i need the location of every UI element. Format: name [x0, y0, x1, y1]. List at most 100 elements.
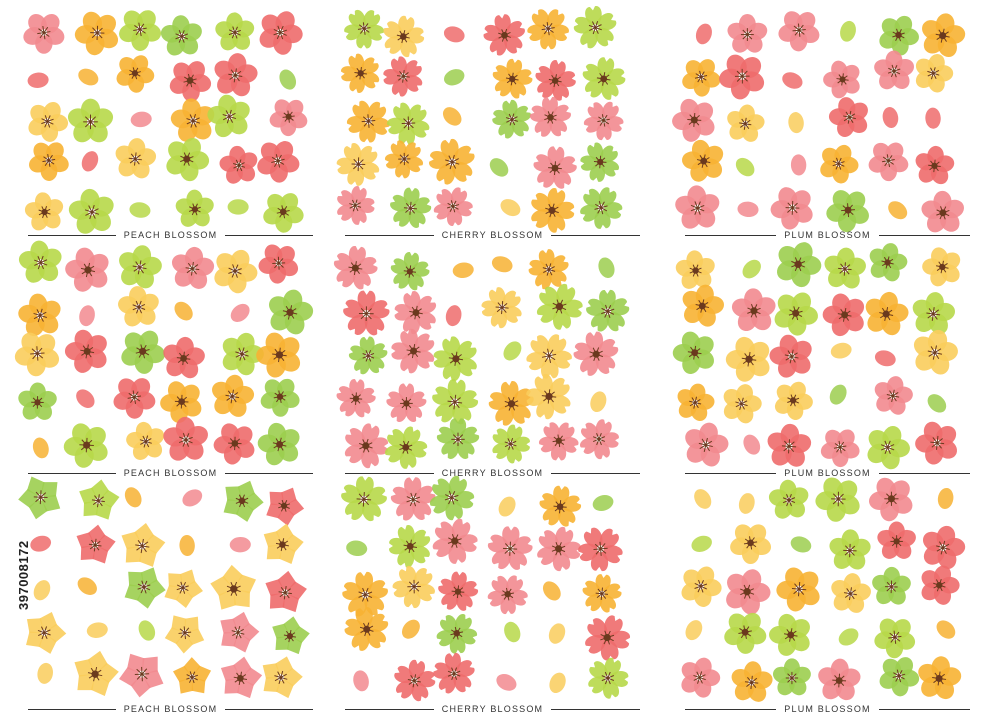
blossom-icon: [672, 331, 715, 374]
blossom-icon: [483, 14, 525, 56]
blossom-panel: [681, 477, 966, 702]
petal-icon: [549, 672, 566, 694]
petal-icon: [138, 620, 156, 641]
caption-rule: [551, 234, 640, 236]
blossom-icon: [539, 485, 582, 527]
petal-icon: [790, 536, 812, 553]
blossom-icon: [438, 571, 479, 611]
petal-icon: [694, 489, 712, 509]
blossom-icon: [681, 657, 721, 698]
blossom-icon: [774, 292, 818, 336]
caption-rule: [28, 472, 116, 474]
blossom-icon: [74, 11, 119, 56]
blossom-icon: [526, 334, 572, 379]
caption-rule: [345, 472, 434, 474]
blossom-icon: [212, 374, 255, 417]
blossom-icon: [874, 50, 915, 90]
blossom-icon: [731, 288, 776, 332]
blossom-icon: [79, 479, 120, 520]
blossom-icon: [390, 187, 432, 228]
caption-cherry-blossom-2: CHERRY BLOSSOM: [345, 468, 640, 478]
blossom-icon: [429, 138, 475, 185]
blossom-icon: [29, 142, 69, 181]
caption-rule: [345, 234, 434, 236]
petal-icon: [504, 621, 521, 643]
petal-icon: [888, 201, 908, 220]
caption-rule: [225, 708, 313, 710]
blossom-icon: [726, 569, 771, 615]
blossom-icon: [263, 523, 304, 565]
blossom-panel: [14, 240, 314, 468]
petal-icon: [838, 628, 859, 646]
blossom-icon: [826, 190, 869, 233]
caption-rule: [345, 708, 434, 710]
blossom-icon: [818, 658, 861, 701]
caption-rule: [878, 234, 971, 236]
blossom-icon: [385, 426, 428, 469]
blossom-icon: [492, 99, 531, 139]
blossom-icon: [537, 526, 581, 572]
petal-icon: [81, 151, 99, 172]
blossom-icon: [682, 139, 724, 182]
blossom-icon: [922, 13, 966, 58]
blossom-icon: [531, 188, 575, 233]
blossom-icon: [433, 336, 477, 382]
blossom-icon: [76, 524, 116, 564]
petal-icon: [590, 391, 607, 413]
petal-icon: [174, 301, 193, 321]
blossom-icon: [432, 379, 478, 425]
blossom-icon: [390, 252, 430, 291]
petal-icon: [401, 619, 420, 639]
blossom-icon: [171, 246, 215, 289]
blossom-icon: [164, 615, 205, 654]
blossom-icon: [675, 250, 715, 289]
blossom-icon: [215, 12, 255, 51]
petal-icon: [33, 580, 51, 601]
petal-icon: [830, 342, 852, 359]
blossom-icon: [535, 60, 576, 101]
blossom-icon: [256, 332, 301, 378]
blossom-icon: [915, 54, 954, 93]
blossom-icon: [573, 331, 619, 376]
petal-icon: [695, 23, 712, 45]
blossom-icon: [727, 104, 765, 142]
caption-cherry-blossom-1: CHERRY BLOSSOM: [345, 230, 640, 240]
petal-icon: [444, 69, 465, 86]
blossom-icon: [222, 332, 264, 376]
blossom-panel: [341, 475, 630, 702]
petal-icon: [442, 107, 462, 126]
blossom-icon: [578, 527, 623, 572]
blossom-icon: [164, 569, 203, 609]
blossom-icon: [394, 291, 437, 335]
blossom-icon: [28, 101, 69, 142]
blossom-icon: [829, 529, 871, 570]
blossom-icon: [387, 102, 430, 145]
blossom-icon: [391, 328, 435, 374]
blossom-icon: [820, 144, 859, 184]
blossom-icon: [529, 96, 571, 137]
caption-peach-blossom-1: PEACH BLOSSOM: [28, 230, 313, 240]
blossom-icon: [872, 566, 911, 605]
blossom-icon: [121, 522, 166, 567]
blossom-icon: [18, 476, 61, 520]
blossom-icon: [18, 382, 57, 420]
blossom-icon: [337, 186, 375, 225]
blossom-icon: [220, 656, 263, 699]
blossom-panel: [18, 476, 310, 699]
petal-icon: [874, 350, 896, 367]
blossom-icon: [824, 247, 866, 289]
blossom-icon: [867, 426, 910, 470]
stock-id-text: 397008172: [16, 540, 31, 610]
petal-icon: [124, 487, 142, 508]
petal-icon: [598, 257, 615, 278]
blossom-icon: [913, 329, 958, 375]
petal-icon: [182, 489, 203, 507]
petal-icon: [500, 199, 521, 217]
blossom-icon: [348, 336, 388, 375]
caption-text: CHERRY BLOSSOM: [441, 230, 544, 240]
blossom-icon: [18, 240, 62, 283]
petal-icon: [353, 670, 369, 692]
blossom-icon: [432, 518, 478, 564]
blossom-icon: [582, 57, 626, 100]
petal-icon: [37, 662, 54, 684]
